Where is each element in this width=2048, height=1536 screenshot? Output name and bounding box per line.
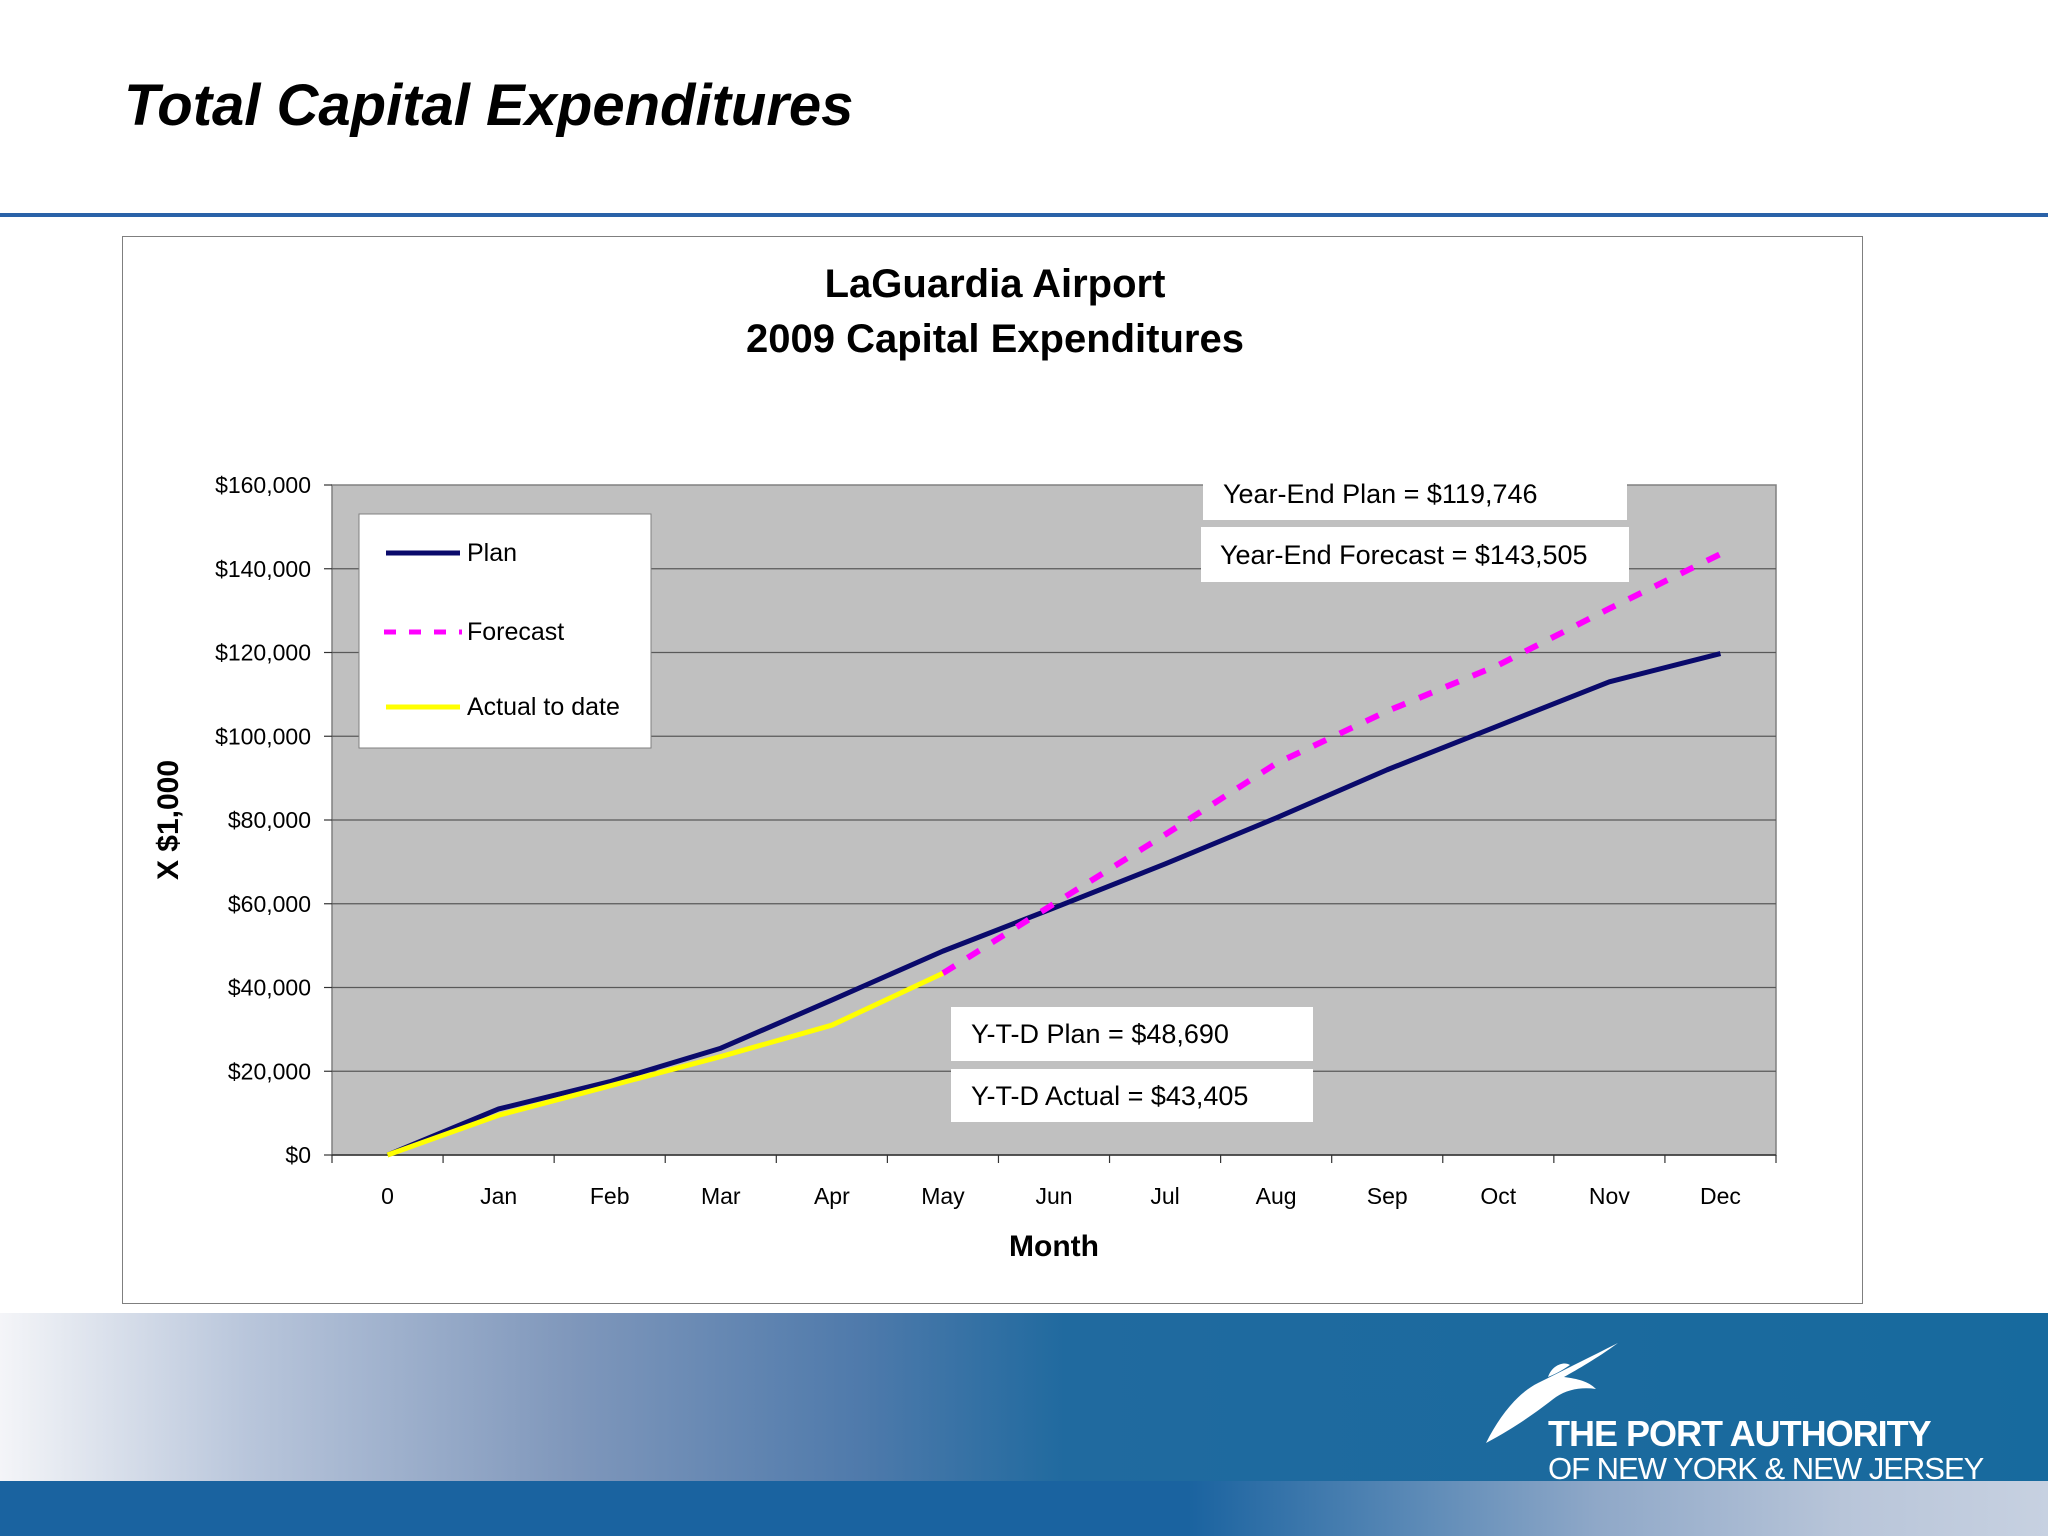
slide-title: Total Capital Expenditures <box>124 73 854 138</box>
y-tick-label: $120,000 <box>215 640 311 666</box>
series-line-plan <box>386 651 1722 1158</box>
y-axis-ticks: $0 $20,000 $40,000 $60,000 $80,000 $100,000 $1… <box>215 472 332 1168</box>
y-axis-title: X $1,000 <box>152 760 185 880</box>
y-tick-label: $160,000 <box>215 472 311 498</box>
title-divider <box>0 213 2048 217</box>
footer-band <box>0 1481 2048 1536</box>
y-tick-label: $0 <box>285 1142 311 1168</box>
y-tick-label: $100,000 <box>215 723 311 749</box>
x-tick-label: Sep <box>1367 1183 1408 1209</box>
x-tick-label: 0 <box>381 1183 394 1209</box>
annotation-year-end-plan-text: Year-End Plan = $119,746 <box>1223 479 1538 509</box>
x-axis-title: Month <box>1009 1230 1099 1263</box>
series-layer <box>386 551 1722 1158</box>
annotation-year-end-forecast: Year-End Forecast = $143,505 <box>1201 527 1629 582</box>
legend-label-forecast: Forecast <box>467 618 564 646</box>
chart-title: LaGuardia Airport <box>825 262 1166 306</box>
x-tick-label: Jan <box>480 1183 517 1209</box>
y-tick-label: $40,000 <box>228 975 311 1001</box>
x-tick-label: Dec <box>1700 1183 1741 1209</box>
legend-label-actual: Actual to date <box>467 693 620 721</box>
annotation-year-end-plan: Year-End Plan = $119,746 <box>1203 475 1627 520</box>
x-tick-label: Nov <box>1589 1183 1630 1209</box>
chart-container: LaGuardia Airport 2009 Capital Expenditu… <box>122 236 1863 1304</box>
series-line-forecast <box>941 551 1722 976</box>
x-axis-ticks: 0 Jan Feb Mar Apr May Jun Jul Aug Sep Oct Nov Dec <box>331 1154 1777 1209</box>
chart-svg: LaGuardia Airport 2009 Capital Expenditu… <box>152 262 1777 1263</box>
legend-label-plan: Plan <box>467 539 517 567</box>
annotation-ytd-actual-text: Y-T-D Actual = $43,405 <box>971 1081 1248 1111</box>
x-tick-label: May <box>921 1183 965 1209</box>
seagull-logo-icon <box>1486 1343 1618 1443</box>
x-tick-label: Apr <box>814 1183 850 1209</box>
annotation-ytd-plan-text: Y-T-D Plan = $48,690 <box>971 1019 1229 1049</box>
y-tick-label: $60,000 <box>228 891 311 917</box>
x-tick-label: Aug <box>1256 1183 1297 1209</box>
y-tick-label: $80,000 <box>228 807 311 833</box>
legend: Plan Forecast Actual to date <box>358 513 652 749</box>
series-line-actual-to-date <box>386 970 944 1158</box>
chart-subtitle: 2009 Capital Expenditures <box>746 317 1244 361</box>
x-tick-label: Mar <box>701 1183 741 1209</box>
annotation-ytd-actual: Y-T-D Actual = $43,405 <box>951 1069 1313 1122</box>
x-tick-label: Oct <box>1480 1183 1516 1209</box>
x-tick-label: Jun <box>1035 1183 1072 1209</box>
y-tick-label: $140,000 <box>215 556 311 582</box>
x-tick-label: Feb <box>590 1183 630 1209</box>
annotation-year-end-forecast-text: Year-End Forecast = $143,505 <box>1220 540 1588 570</box>
y-tick-label: $20,000 <box>228 1058 311 1084</box>
footer-banner: THE PORT AUTHORITY OF NEW YORK & NEW JER… <box>0 1313 2048 1536</box>
annotation-ytd-plan: Y-T-D Plan = $48,690 <box>951 1007 1313 1061</box>
x-tick-label: Jul <box>1150 1183 1179 1209</box>
logo-text-line1: THE PORT AUTHORITY <box>1548 1413 1932 1454</box>
logo-text-line2: OF NEW YORK & NEW JERSEY <box>1548 1451 1984 1486</box>
